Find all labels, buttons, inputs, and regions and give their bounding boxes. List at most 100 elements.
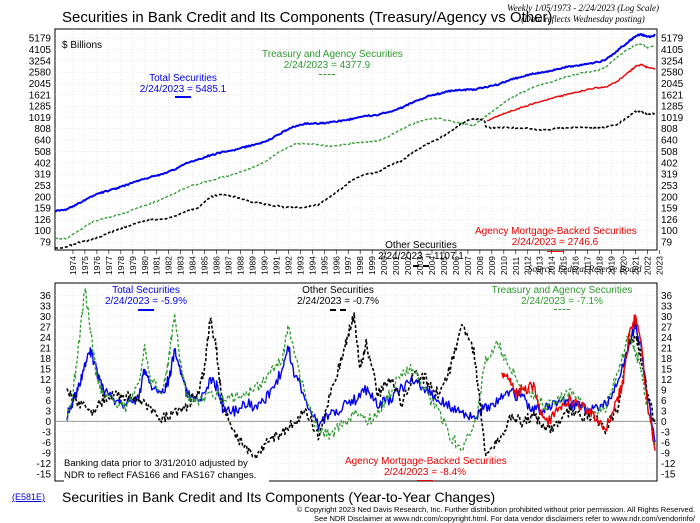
fas-note: Banking data prior to 3/31/2010 adjusted… [64,458,269,482]
bottom-y-tick-left: 27 [40,322,52,333]
x-tick-label: 2011 [511,256,521,275]
x-tick-label: 1991 [271,256,281,275]
x-tick-label: 1987 [224,256,234,275]
chart-date-range: Weekly 1/05/1973 - 2/24/2023 (Log Scale) [507,3,659,13]
top-y-tick-left: 159 [34,204,51,215]
bottom-series-other-securities [66,312,656,460]
x-tick-label: 2019 [607,256,617,275]
x-tick-label: 1985 [200,256,210,275]
x-tick-label: 2016 [571,256,581,275]
x-tick-label: 1994 [307,256,317,275]
bottom-legend-mbs-swatch [417,480,433,481]
bottom-y-tick-right: 18 [661,354,673,365]
bottom-y-tick-left: 9 [45,385,51,396]
x-tick-label: 2023 [654,256,664,275]
bottom-legend-treasury: Treasury and Agency Securities 2/24/2023… [487,285,637,310]
bottom-y-tick-left: -12 [37,459,52,470]
bottom-title: Securities in Bank Credit and Its Compon… [62,489,496,505]
bottom-y-tick-right: 33 [661,301,673,312]
x-tick-label: 1978 [116,256,126,275]
top-y-tick-left: 79 [40,238,52,249]
top-panel-frame [54,28,658,251]
bottom-y-tick-left: 0 [45,417,51,428]
top-y-tick-right: 4105 [661,45,684,56]
bottom-legend-mbs: Agency Mortgage-Backed Securities 2/24/2… [345,456,507,481]
bottom-y-tick-right: -9 [661,448,670,459]
top-legend-mbs-value: 2/24/2023 = 2746.6 [511,237,599,248]
top-y-tick-right: 2045 [661,79,684,90]
top-legend-treasury: Treasury and Agency Securities 2/24/2023… [262,49,403,75]
top-y-tick-right: 2580 [661,68,684,79]
top-legend-other-swatch [413,265,429,267]
top-legend-mbs: Agency Mortgage-Backed Securities 2/24/2… [475,226,637,252]
chart-code-link[interactable]: (E581E) [12,492,46,502]
bottom-legend-mbs-name: Agency Mortgage-Backed Securities [345,456,507,467]
chart-posting-note: (Data reflects Wednesday posting) [521,14,645,24]
top-y-tick-left: 200 [34,192,51,203]
top-legend-total-swatch [175,96,191,98]
top-y-tick-left: 1285 [29,102,52,113]
x-tick-label: 1999 [367,256,377,275]
top-y-tick-left: 4105 [29,45,52,56]
x-tick-label: 1977 [104,256,114,275]
x-tick-label: 1974 [68,256,78,275]
unit-label: $ Billions [62,40,103,51]
x-tick-label: 2020 [618,256,628,275]
top-y-tick-left: 640 [34,136,51,147]
x-tick-label: 2018 [595,256,605,275]
top-series-total-securities [54,32,656,213]
disclaimer-text: See NDR Disclaimer at www.ndr.com/copyri… [314,514,695,523]
x-tick-label: 2021 [630,256,640,275]
bottom-y-tick-right: 27 [661,322,673,333]
bottom-legend-other: Other Securities 2/24/2023 = -0.7% [283,285,393,311]
top-y-tick-right: 640 [661,136,678,147]
bottom-panel-frame [54,282,658,482]
x-tick-label: 1995 [319,256,329,275]
x-tick-label: 1984 [188,256,198,275]
top-legend-total-value: 2/24/2023 = 5485.1 [139,84,227,95]
bottom-y-tick-left: 12 [40,375,52,386]
top-y-tick-left: 808 [34,124,51,135]
bottom-y-tick-right: 15 [661,364,673,375]
top-series-treasury-and-agency-securities [54,43,656,240]
x-tick-label: 2001 [391,256,401,275]
x-tick-label: 2007 [463,256,473,275]
top-y-tick-left: 1019 [29,113,52,124]
x-tick-label: 2008 [475,256,485,275]
x-tick-label: 1998 [355,256,365,275]
x-tick-label: 1986 [212,256,222,275]
top-series-agency-mortgage-backed-securities [486,63,656,122]
x-tick-label: 2005 [439,256,449,275]
x-tick-label: 1983 [176,256,186,275]
top-y-tick-right: 200 [661,192,678,203]
bottom-series-agency-mortgage-backed-securities [500,314,656,451]
bottom-y-tick-right: 6 [661,396,667,407]
bottom-y-tick-right: 12 [661,375,673,386]
bottom-legend-total-value: 2/24/2023 = -5.9% [104,296,187,307]
top-legend-other-value: 2/24/2023 = 1107.1 [378,251,464,262]
top-legend-treasury-name: Treasury and Agency Securities [262,49,403,60]
bottom-y-tick-left: 6 [45,396,51,407]
top-y-tick-right: 1621 [661,90,684,101]
bottom-y-tick-right: -12 [661,459,676,470]
bottom-y-tick-left: 15 [40,364,52,375]
top-y-tick-right: 1285 [661,102,684,113]
top-y-tick-left: 100 [34,226,51,237]
top-legend-other-name: Other Securities [385,240,457,251]
bottom-legend-treasury-value: 2/24/2023 = -7.1% [520,296,603,307]
top-y-tick-right: 402 [661,158,678,169]
x-tick-label: 1976 [92,256,102,275]
x-tick-label: 2014 [547,256,557,275]
x-tick-label: 1989 [247,256,257,275]
top-y-tick-left: 319 [34,170,51,181]
chart-title: Securities in Bank Credit and Its Compon… [62,9,553,26]
top-y-tick-right: 159 [661,204,678,215]
bottom-y-tick-right: 9 [661,385,667,396]
top-legend-mbs-swatch [547,251,563,252]
x-tick-label: 2013 [535,256,545,275]
bottom-y-tick-left: 18 [40,354,52,365]
bottom-y-tick-right: -15 [661,469,676,480]
bottom-y-tick-right: 36 [661,291,673,302]
bottom-legend-other-value: 2/24/2023 = -0.7% [296,296,379,307]
x-tick-label: 1996 [331,256,341,275]
